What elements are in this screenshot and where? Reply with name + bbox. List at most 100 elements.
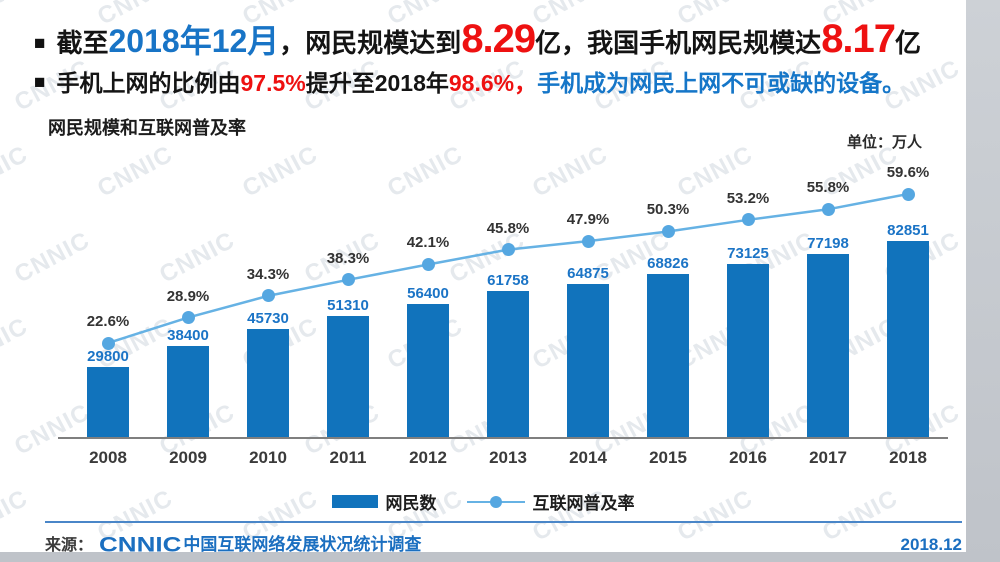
bar-value-label: 38400	[167, 327, 209, 344]
x-axis-label-2008: 2008	[89, 448, 127, 467]
headline-segment: 手机成为网民上网不可或缺的设备。	[537, 70, 906, 96]
x-axis-line	[58, 437, 948, 439]
chart-column-2016: 73125	[708, 150, 788, 437]
netizen-bar-2012	[407, 304, 449, 437]
x-axis-labels: 2008 2009 2010 2011 2012 2013 2014 2015 2016 2017…	[68, 448, 948, 468]
headline-segment: 8.17	[821, 17, 896, 61]
chart-column-2014: 64875	[548, 150, 628, 437]
source-line: 来源： CNNIC 中国互联网络发展状况统计调查	[45, 526, 421, 552]
line-marker-2017	[821, 202, 835, 216]
bar-value-label: 73125	[727, 245, 769, 262]
source-prefix-label: 来源：	[45, 537, 94, 552]
headline-segment: 截至	[56, 28, 109, 58]
headline-segment: 2018年12月	[108, 23, 280, 59]
chart-column-2012: 56400	[388, 150, 468, 437]
bar-value-label: 64875	[567, 265, 609, 282]
x-axis-label-2016: 2016	[729, 448, 767, 467]
netizen-bar-2008	[87, 367, 129, 437]
chart-column-2011: 51310	[308, 150, 388, 437]
chart-title: 网民规模和互联网普及率	[48, 118, 246, 138]
x-axis-label-2018: 2018	[889, 448, 927, 467]
cnnic-watermark: CNNIC	[0, 312, 33, 375]
plot-area: 29800 38400 45730 51310 56400 61758 64875 68826…	[68, 150, 948, 437]
cnnic-logo: CNNIC	[99, 531, 182, 552]
netizen-bar-2014	[567, 284, 609, 437]
penetration-rate-label: 47.9%	[566, 211, 610, 229]
line-marker-2012	[421, 257, 435, 271]
cnnic-watermark: CNNIC	[0, 0, 33, 31]
penetration-rate-label: 45.8%	[486, 219, 530, 237]
cnnic-watermark: CNNIC	[0, 140, 33, 203]
chart-column-2009: 38400	[148, 150, 228, 437]
penetration-rate-label: 59.6%	[886, 164, 930, 181]
chart-column-2018: 82851	[868, 150, 948, 437]
chart-column-2013: 61758	[468, 150, 548, 437]
penetration-rate-label: 38.3%	[326, 249, 370, 267]
netizen-bar-2010	[247, 329, 289, 437]
x-axis-label-2017: 2017	[809, 448, 847, 467]
headline-segment: 亿	[895, 28, 922, 58]
report-date: 2018.12	[900, 535, 962, 552]
legend: 网民数 互联网普及率	[0, 489, 966, 514]
penetration-rate-label: 53.2%	[726, 189, 770, 207]
headline-segment: 亿，我国手机网民规模达	[535, 28, 822, 58]
penetration-rate-label: 34.3%	[246, 265, 290, 283]
footer: 来源： CNNIC 中国互联网络发展状况统计调查 2018.12	[45, 526, 962, 552]
headline-1: ■ 截至 2018年12月 ，网民规模达到 8.29 亿，我国手机网民规模达 8.17 亿	[34, 16, 958, 62]
headline-segment: 98.6%，	[448, 70, 538, 96]
x-axis-label-2014: 2014	[569, 448, 607, 467]
chart-column-2010: 45730	[228, 150, 308, 437]
footer-divider	[45, 521, 962, 523]
bar-series-swatch	[331, 495, 378, 508]
bar-value-label: 82851	[887, 222, 929, 239]
bar-value-label: 56400	[407, 285, 449, 302]
x-axis-label-2012: 2012	[409, 448, 447, 467]
source-survey-name: 中国互联网络发展状况统计调查	[183, 535, 422, 552]
legend-item-penetration: 互联网普及率	[466, 489, 635, 514]
headline-segment: 8.29	[461, 17, 536, 61]
headline-segment: 97.5%	[240, 70, 306, 96]
bar-value-label: 51310	[327, 297, 369, 314]
bullet-square-icon: ■	[34, 72, 46, 93]
bar-value-label: 45730	[247, 310, 289, 327]
netizen-bar-2017	[807, 254, 849, 437]
x-axis-label-2011: 2011	[329, 448, 367, 467]
penetration-rate-label: 42.1%	[406, 234, 450, 252]
cnnic-watermark: CNNIC	[963, 140, 966, 203]
chart-column-2008: 29800	[68, 150, 148, 437]
penetration-rate-label: 50.3%	[646, 201, 690, 219]
line-marker-2015	[661, 224, 675, 238]
line-marker-2010	[261, 289, 275, 303]
headline-segment: ，网民规模达到	[279, 28, 462, 58]
unit-label: 单位：万人	[846, 134, 922, 151]
headline-2: ■ 手机上网的比例由 97.5% 提升至2018年 98.6%， 手机成为网民上网不可或缺…	[34, 64, 958, 98]
bar-value-label: 77198	[807, 235, 849, 252]
bar-columns: 29800 38400 45730 51310 56400 61758 64875 68826…	[68, 150, 948, 437]
line-marker-2016	[741, 213, 755, 227]
legend-label-netizens: 网民数	[385, 494, 437, 513]
legend-item-netizens: 网民数	[331, 489, 437, 514]
line-marker-2011	[341, 273, 355, 287]
line-marker-2013	[501, 243, 515, 257]
x-axis-label-2010: 2010	[249, 448, 287, 467]
headline-block: ■ 截至 2018年12月 ，网民规模达到 8.29 亿，我国手机网民规模达 8.17 亿 ■…	[34, 16, 958, 98]
penetration-rate-label: 22.6%	[86, 313, 130, 330]
x-axis-label-2009: 2009	[169, 448, 207, 467]
netizen-bar-2018	[887, 241, 929, 437]
netizen-bar-2013	[487, 291, 529, 437]
line-marker-2018	[901, 187, 915, 201]
netizen-bar-2016	[727, 264, 769, 437]
chart-column-2015: 68826	[628, 150, 708, 437]
line-marker-2009	[181, 311, 195, 325]
netizen-bar-2015	[647, 274, 689, 437]
penetration-rate-label: 28.9%	[166, 287, 210, 305]
bar-value-label: 29800	[87, 348, 129, 365]
netizen-bar-2009	[167, 346, 209, 437]
line-marker-2014	[581, 234, 595, 248]
netizen-bar-2011	[327, 316, 369, 437]
bar-value-label: 68826	[647, 255, 689, 272]
headline-segment: 提升至2018年	[305, 70, 449, 96]
legend-label-penetration: 互联网普及率	[532, 494, 635, 513]
cnnic-watermark: CNNIC	[963, 312, 966, 375]
